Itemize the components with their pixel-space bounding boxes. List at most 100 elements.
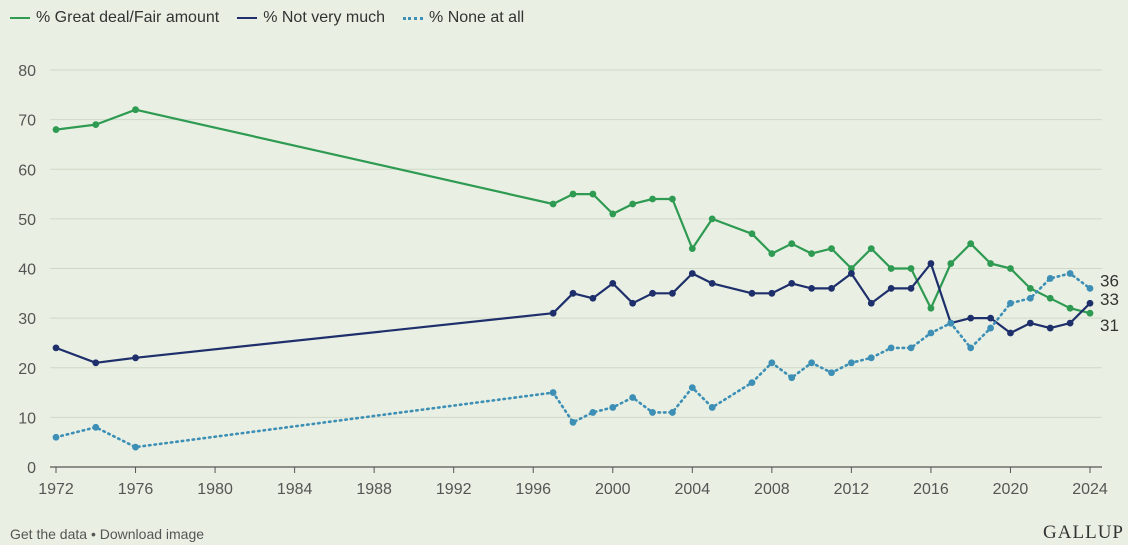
point-notmuch-2018 <box>967 314 975 322</box>
x-tick-label-2012: 2012 <box>834 481 870 498</box>
point-none-2010 <box>808 359 816 367</box>
point-notmuch-2012 <box>847 270 855 277</box>
point-notmuch-2009 <box>788 279 796 287</box>
point-none-2007 <box>748 379 756 387</box>
x-tick-label-1984: 1984 <box>277 481 313 498</box>
point-great-2012 <box>847 265 855 272</box>
x-tick-label-2016: 2016 <box>913 481 949 498</box>
legend-swatch-notmuch <box>237 17 258 19</box>
point-great-2010 <box>808 250 816 258</box>
point-none-2024 <box>1086 284 1094 292</box>
point-none-2008 <box>768 359 776 367</box>
x-axis-ticks: 1972 1976 1980 1984 1988 1992 1996 2000 2004 2008… <box>38 467 1108 498</box>
point-none-2001 <box>629 394 637 401</box>
point-notmuch-1997 <box>549 309 557 317</box>
point-great-1999 <box>589 190 597 198</box>
point-great-2011 <box>828 245 835 253</box>
point-notmuch-1974 <box>92 359 100 367</box>
x-tick-label-1996: 1996 <box>515 481 551 498</box>
point-none-2002 <box>649 409 656 416</box>
point-great-2008 <box>768 250 776 258</box>
point-notmuch-1976 <box>132 354 139 362</box>
point-notmuch-2023 <box>1066 319 1074 327</box>
download-image-link[interactable]: Download image <box>99 526 205 542</box>
point-notmuch-2003 <box>669 289 676 297</box>
x-tick-label-2024: 2024 <box>1072 481 1108 498</box>
point-great-2014 <box>887 265 895 272</box>
point-notmuch-2008 <box>768 289 776 297</box>
point-notmuch-1972 <box>52 344 60 352</box>
point-notmuch-2005 <box>708 279 716 287</box>
point-great-2018 <box>967 240 975 248</box>
point-great-1997 <box>549 200 557 208</box>
point-great-2022 <box>1046 294 1054 302</box>
point-great-2024 <box>1086 309 1094 317</box>
point-notmuch-2002 <box>649 289 656 297</box>
x-tick-label-1976: 1976 <box>118 481 154 498</box>
legend-item-notmuch: % Not very much <box>237 9 385 27</box>
point-none-1999 <box>589 409 597 416</box>
legend-item-great: % Great deal/Fair amount <box>10 9 219 27</box>
y-tick-label-70: 70 <box>18 113 36 130</box>
point-great-1998 <box>569 190 577 198</box>
series-lines <box>52 106 1094 451</box>
point-great-1974 <box>92 121 100 128</box>
point-great-2009 <box>788 240 796 248</box>
point-none-2004 <box>688 384 696 391</box>
point-great-1972 <box>52 126 60 133</box>
y-tick-label-10: 10 <box>18 410 36 427</box>
point-great-2019 <box>987 260 994 267</box>
end-label-great: 31 <box>1100 316 1119 335</box>
point-notmuch-1999 <box>589 294 597 302</box>
point-notmuch-1998 <box>569 289 577 297</box>
y-tick-label-40: 40 <box>18 262 36 279</box>
point-great-2016 <box>927 304 935 312</box>
legend-item-none: % None at all <box>403 9 524 27</box>
series-line-notmuch <box>55 262 1091 364</box>
y-tick-label-20: 20 <box>18 361 36 378</box>
series-line-great <box>55 108 1091 315</box>
y-tick-label-30: 30 <box>18 311 36 328</box>
point-none-1974 <box>92 423 100 431</box>
y-tick-label-0: 0 <box>27 460 36 477</box>
x-tick-label-2008: 2008 <box>754 481 790 498</box>
y-axis-ticks: 0 10 20 30 40 50 60 70 80 <box>18 63 36 477</box>
footer-separator: • <box>90 526 96 542</box>
y-tick-label-50: 50 <box>18 212 36 229</box>
point-none-2011 <box>828 369 835 377</box>
x-tick-label-1972: 1972 <box>38 481 74 498</box>
legend-swatch-none <box>403 16 424 20</box>
point-great-2007 <box>748 230 756 238</box>
y-tick-label-80: 80 <box>18 63 36 80</box>
series-line-none <box>54 272 1092 449</box>
point-notmuch-2011 <box>828 284 835 292</box>
gridlines <box>50 69 1102 468</box>
point-none-2017 <box>947 319 955 327</box>
point-great-2015 <box>907 265 915 272</box>
end-label-none: 36 <box>1100 271 1119 290</box>
point-notmuch-2010 <box>808 284 816 292</box>
chart-legend: % Great deal/Fair amount % Not very much… <box>10 6 524 30</box>
point-notmuch-2001 <box>629 299 637 307</box>
point-none-2019 <box>987 324 994 332</box>
gallup-logo: GALLUP <box>1043 522 1124 543</box>
point-none-2018 <box>967 344 975 352</box>
point-none-2013 <box>867 354 875 362</box>
footer-links: Get the data • Download image <box>10 526 204 542</box>
point-great-2001 <box>629 200 637 208</box>
point-none-1976 <box>132 443 139 451</box>
point-notmuch-2022 <box>1046 324 1054 332</box>
point-none-2005 <box>708 404 716 411</box>
point-none-2023 <box>1066 270 1074 277</box>
point-great-2004 <box>688 245 696 253</box>
point-great-1976 <box>132 106 139 114</box>
x-tick-label-1988: 1988 <box>356 481 392 498</box>
point-none-1997 <box>549 389 557 396</box>
point-notmuch-2019 <box>987 314 994 322</box>
end-label-notmuch: 33 <box>1100 290 1119 309</box>
y-tick-label-60: 60 <box>18 162 36 179</box>
point-notmuch-2007 <box>748 289 756 297</box>
get-data-link[interactable]: Get the data <box>10 526 88 542</box>
